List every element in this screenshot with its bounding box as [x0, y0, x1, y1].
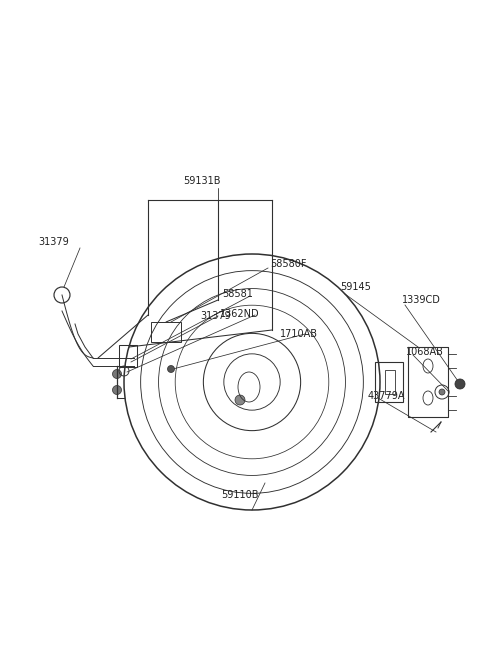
Bar — [151, 322, 181, 342]
Text: 1710AB: 1710AB — [280, 329, 318, 339]
Circle shape — [112, 369, 121, 379]
Circle shape — [439, 389, 445, 395]
Circle shape — [455, 379, 465, 389]
Text: 1068AB: 1068AB — [406, 347, 444, 357]
Circle shape — [112, 386, 121, 394]
Circle shape — [168, 365, 175, 373]
Text: 43779A: 43779A — [368, 391, 406, 401]
Text: 1362ND: 1362ND — [220, 309, 260, 319]
Text: 1339CD: 1339CD — [402, 295, 441, 305]
Circle shape — [235, 395, 245, 405]
Text: 59110B: 59110B — [221, 490, 259, 500]
Bar — [119, 345, 137, 367]
Text: 31379: 31379 — [38, 237, 69, 247]
Text: 31379: 31379 — [200, 311, 231, 321]
Bar — [375, 362, 403, 402]
Text: 59145: 59145 — [340, 282, 371, 292]
Bar — [385, 370, 395, 394]
Text: 58581: 58581 — [222, 289, 253, 299]
Text: 58580F: 58580F — [270, 259, 307, 269]
Text: 59131B: 59131B — [183, 176, 220, 186]
